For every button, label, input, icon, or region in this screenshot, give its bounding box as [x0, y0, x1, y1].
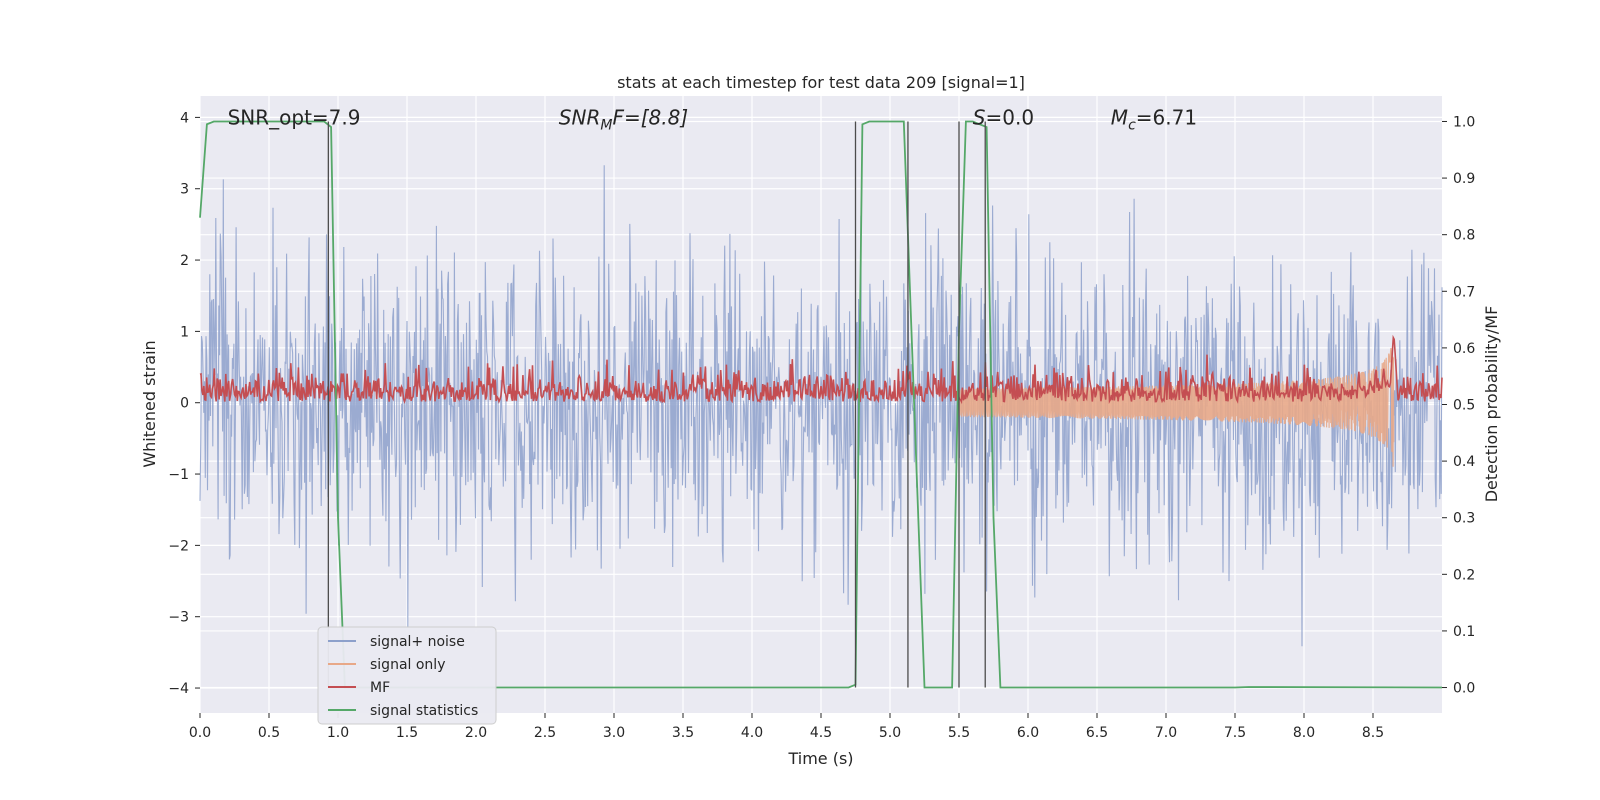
y-right-tick-label: 1.0 — [1453, 114, 1475, 130]
legend-entry-label: signal+ noise — [370, 634, 465, 650]
y-right-tick-label: 0.3 — [1453, 511, 1475, 527]
y-tick-label: −1 — [168, 467, 189, 483]
y-right-tick-label: 0.2 — [1453, 567, 1475, 583]
y-tick-label: 4 — [180, 110, 189, 126]
annotation-snr-opt: SNR_opt=7.9 — [228, 105, 361, 129]
x-tick-label: 5.5 — [948, 725, 970, 741]
axes-layer: 0.0 0.5 1.0 1.5 2.0 2.5 3.0 3.5 4.0 4.5 5.0 5.5 6.0 6… — [168, 110, 1475, 741]
annotation-mc-part: c — [1128, 117, 1136, 133]
legend-entry-label: MF — [370, 680, 390, 696]
annotation-snr-mf-part: SNR — [559, 105, 601, 129]
series-mf — [199, 334, 1443, 405]
y-tick-label: 3 — [180, 182, 189, 198]
annotation-s-part: =0.0 — [986, 105, 1035, 129]
legend-entry-label: signal statistics — [370, 703, 478, 719]
x-tick-label: 3.0 — [603, 725, 625, 741]
x-tick-label: 8.5 — [1362, 725, 1384, 741]
y-right-tick-label: 0.0 — [1453, 681, 1475, 697]
y-tick-label: −4 — [168, 681, 189, 697]
x-tick-label: 1.5 — [396, 725, 418, 741]
x-tick-label: 8.0 — [1293, 725, 1315, 741]
annotation-snr-mf-part: M — [600, 117, 612, 133]
y-right-tick-label: 0.1 — [1453, 624, 1475, 640]
y-tick-label: −3 — [168, 610, 189, 626]
annotation-mc-part: M — [1111, 105, 1128, 129]
x-tick-label: 4.0 — [741, 725, 763, 741]
x-axis-label: Time (s) — [787, 749, 853, 768]
y-right-tick-label: 0.6 — [1453, 341, 1475, 357]
x-tick-label: 6.5 — [1086, 725, 1108, 741]
x-tick-label: 0.5 — [258, 725, 280, 741]
annotation-s: S=0.0 — [973, 105, 1034, 129]
annotation-s-part: S — [973, 105, 986, 129]
y-tick-label: 1 — [180, 324, 189, 340]
x-tick-label: 1.0 — [327, 725, 349, 741]
x-tick-label: 3.5 — [672, 725, 694, 741]
y-tick-label: 0 — [180, 396, 189, 412]
annotation-snr-mf: SNRMF=[8.8] — [559, 105, 688, 133]
chart-title: stats at each timestep for test data 209… — [617, 73, 1025, 92]
x-tick-label: 0.0 — [189, 725, 211, 741]
x-tick-label: 2.5 — [534, 725, 556, 741]
x-tick-label: 7.5 — [1224, 725, 1246, 741]
y-tick-label: −2 — [168, 538, 189, 554]
y-right-tick-label: 0.9 — [1453, 171, 1475, 187]
annotation-mc-part: =6.71 — [1136, 105, 1197, 129]
x-tick-label: 7.0 — [1155, 725, 1177, 741]
annotation-mc: Mc=6.71 — [1111, 105, 1197, 133]
x-tick-label: 6.0 — [1017, 725, 1039, 741]
legend-entry-label: signal only — [370, 657, 445, 673]
y-right-tick-label: 0.7 — [1453, 284, 1475, 300]
legend: signal+ noise signal only MF signal statist… — [317, 626, 497, 725]
x-tick-label: 5.0 — [879, 725, 901, 741]
annotation-snr-mf-part: F=[8.8] — [612, 105, 688, 129]
x-tick-label: 4.5 — [810, 725, 832, 741]
annotation-layer: SNR_opt=7.9 SNRMF=[8.8] S=0.0 Mc=6.71 — [228, 105, 1197, 133]
x-tick-label: 2.0 — [465, 725, 487, 741]
series-layer — [199, 120, 1443, 689]
y-axis-label: Whitened strain — [140, 340, 159, 467]
y-right-tick-label: 0.8 — [1453, 228, 1475, 244]
y-tick-label: 2 — [180, 253, 189, 269]
legend-box — [317, 626, 497, 725]
y-right-tick-label: 0.5 — [1453, 398, 1475, 414]
y-right-tick-label: 0.4 — [1453, 454, 1475, 470]
y-axis-right-label: Detection probability/MF — [1482, 306, 1501, 503]
